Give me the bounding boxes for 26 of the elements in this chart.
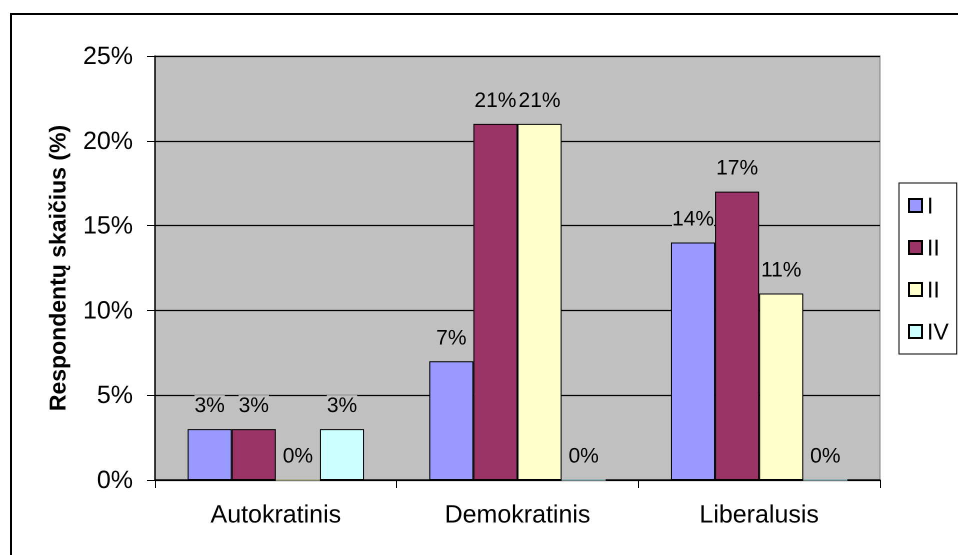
y-axis-title: Respondentų skaičius (%) xyxy=(44,124,70,412)
data-label: 3% xyxy=(194,394,225,418)
x-tick-label: Autokratinis xyxy=(210,500,342,528)
data-label: 21% xyxy=(474,88,516,112)
y-tick-label: 25% xyxy=(82,42,133,70)
legend-label: I xyxy=(927,192,934,218)
data-label: 3% xyxy=(238,394,269,418)
data-label: 3% xyxy=(326,394,358,418)
data-label: 0% xyxy=(282,444,314,468)
y-tick-label: 10% xyxy=(82,296,133,324)
y-tick-label: 15% xyxy=(82,212,133,240)
data-label: 11% xyxy=(760,258,802,282)
data-label: 14% xyxy=(672,208,714,231)
y-tick-label: 20% xyxy=(82,126,133,155)
y-tick-label: 5% xyxy=(96,381,133,410)
data-label: 0% xyxy=(810,444,841,468)
data-label: 21% xyxy=(518,88,561,112)
data-label: 0% xyxy=(568,444,599,468)
x-tick-label: Liberalusis xyxy=(699,500,819,528)
data-label: 17% xyxy=(716,156,758,180)
data-label: 7% xyxy=(436,326,467,350)
x-tick-label: Demokratinis xyxy=(444,500,590,528)
legend-label: II xyxy=(927,276,940,302)
y-tick-label: 0% xyxy=(96,466,133,494)
legend-label: IV xyxy=(927,318,950,344)
legend-label: II xyxy=(927,234,940,260)
